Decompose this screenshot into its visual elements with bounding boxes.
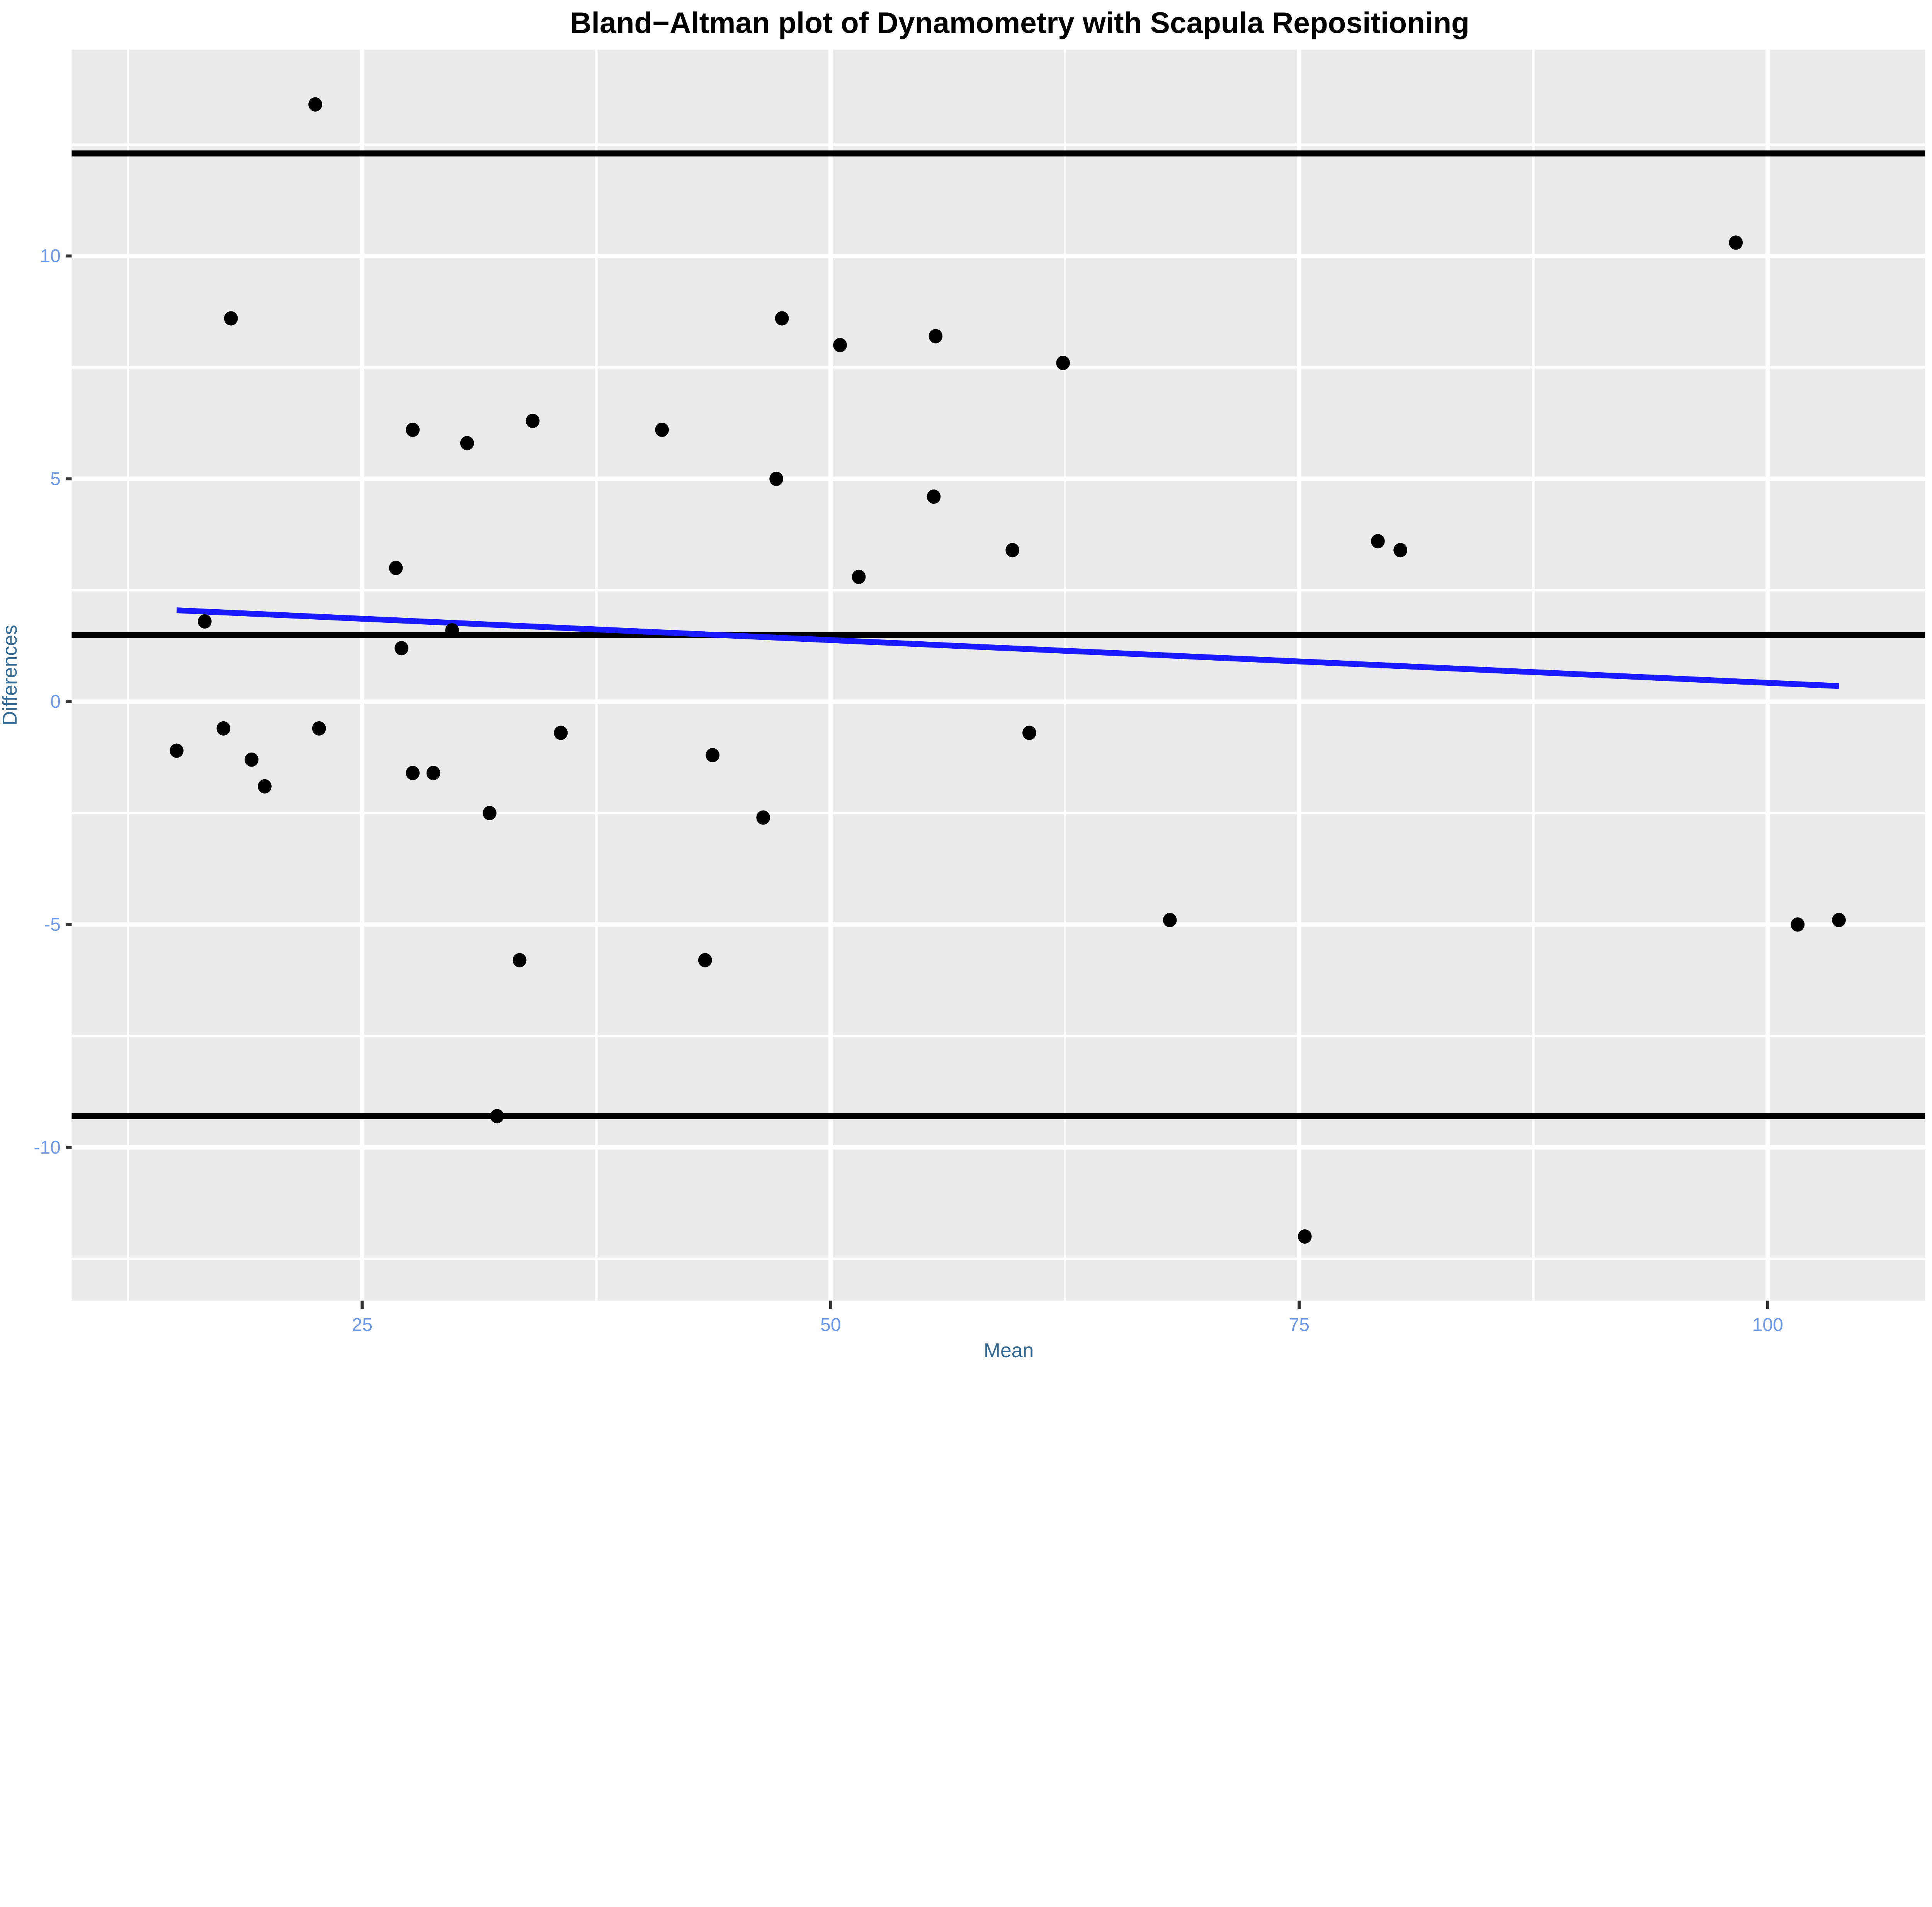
data-point <box>258 779 272 794</box>
data-point <box>245 752 259 767</box>
x-tick-label: 100 <box>1752 1314 1783 1335</box>
plot-svg: 25 50 75 100 -10 -5 0 5 10 Bland−Altman plot of … <box>0 7 1925 1360</box>
y-tick-label: -5 <box>44 914 61 935</box>
data-point <box>1791 917 1805 932</box>
y-tick-label: 10 <box>40 246 61 267</box>
data-point <box>769 471 783 486</box>
data-point <box>395 641 408 656</box>
data-point <box>406 422 420 437</box>
data-point <box>426 766 440 780</box>
data-point <box>308 97 322 112</box>
data-point <box>1298 1229 1312 1244</box>
regression-line <box>176 607 1839 689</box>
data-point <box>1832 913 1846 927</box>
data-point <box>460 436 474 450</box>
data-point <box>1371 534 1385 549</box>
y-axis-title: Differences <box>0 625 21 726</box>
data-point <box>655 422 669 437</box>
data-point <box>698 953 712 967</box>
data-point <box>706 748 720 763</box>
data-point <box>406 766 420 780</box>
x-tick-label: 25 <box>352 1314 372 1335</box>
data-point <box>483 806 497 821</box>
data-point <box>512 953 527 967</box>
data-point <box>526 413 540 428</box>
data-point <box>490 1109 504 1123</box>
data-point <box>197 614 212 629</box>
bland-altman-figure: 25 50 75 100 -10 -5 0 5 10 Bland−Altman plot of … <box>0 7 1925 1360</box>
y-tick-label: 0 <box>50 691 61 712</box>
x-tick-label: 50 <box>820 1314 841 1335</box>
data-point <box>389 561 403 575</box>
data-point <box>1005 543 1020 557</box>
data-point <box>775 311 789 326</box>
data-point <box>1729 235 1743 250</box>
data-point <box>833 338 847 352</box>
data-point <box>216 721 231 736</box>
data-point <box>852 569 866 584</box>
x-axis-title: Mean <box>984 1339 1034 1360</box>
data-point <box>224 311 238 326</box>
data-point <box>927 489 941 504</box>
chart-layer: 25 50 75 100 -10 -5 0 5 10 <box>34 49 1925 1335</box>
data-point <box>312 721 326 736</box>
chart-title: Bland−Altman plot of Dynamometry with Sc… <box>570 7 1469 40</box>
y-tick-label: 5 <box>50 468 61 489</box>
data-point <box>929 329 943 343</box>
x-tick-label: 75 <box>1289 1314 1310 1335</box>
data-point <box>445 623 459 638</box>
data-point <box>554 726 568 740</box>
data-point <box>1163 913 1177 927</box>
data-point <box>1056 355 1070 370</box>
y-tick-label: -10 <box>34 1137 61 1158</box>
data-point <box>1022 726 1036 740</box>
data-point <box>1393 543 1407 557</box>
data-point <box>756 810 770 825</box>
data-point <box>170 743 184 758</box>
